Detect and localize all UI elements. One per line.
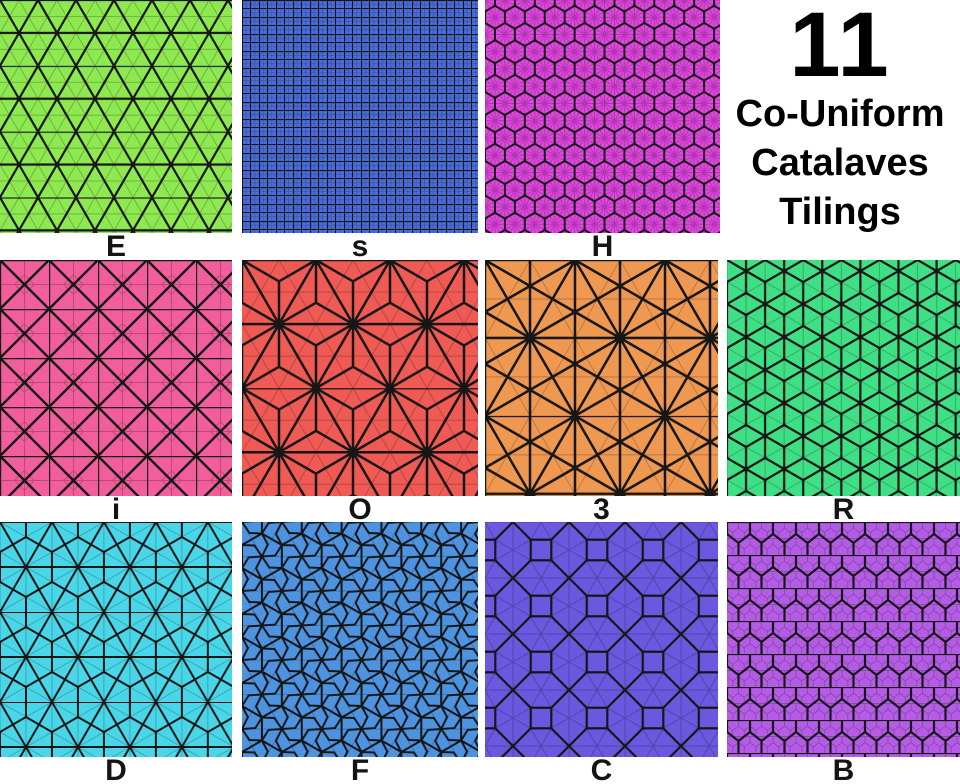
tile-tetrakis-square: i bbox=[0, 260, 232, 526]
triangular-tiling-pattern bbox=[0, 0, 232, 233]
tile-label: 3 bbox=[593, 493, 610, 526]
tile-prismatic-pentagonal: B bbox=[727, 522, 960, 784]
tile-label: E bbox=[105, 230, 126, 263]
tile-label: H bbox=[591, 230, 614, 263]
title-line-2: Catalaves bbox=[751, 142, 929, 184]
cairo-pentagonal-pattern bbox=[485, 522, 718, 757]
tile-label: C bbox=[590, 754, 613, 784]
tile-label: i bbox=[111, 493, 121, 526]
tile-label: F bbox=[350, 754, 370, 784]
hexagonal-tiling-pattern bbox=[485, 0, 720, 233]
prismatic-pentagonal-pattern bbox=[727, 522, 960, 757]
tile-label: O bbox=[348, 493, 372, 526]
square-tiling-pattern bbox=[242, 0, 478, 233]
tile-cairo-pentagonal: C bbox=[485, 522, 718, 784]
kisrhombille-pattern bbox=[485, 260, 718, 496]
triakis-triangular-pattern bbox=[242, 260, 478, 496]
title-block: 11 Co-Uniform Catalaves Tilings bbox=[720, 0, 960, 233]
tile-label: s bbox=[351, 230, 369, 263]
tile-floret-pentagonal: F bbox=[242, 522, 478, 784]
tile-label: R bbox=[832, 493, 855, 526]
tile-rhombille: R bbox=[727, 260, 960, 526]
tile-label: B bbox=[832, 754, 855, 784]
title-line-3: Tilings bbox=[779, 191, 901, 233]
floret-pentagonal-pattern bbox=[242, 522, 478, 757]
tile-hexagonal: H bbox=[485, 0, 720, 263]
rhombille-pattern bbox=[727, 260, 960, 496]
tile-triakis-triangular: O bbox=[242, 260, 478, 526]
tetrakis-square-pattern bbox=[0, 260, 232, 496]
tile-deltoidal-trihexagonal: D bbox=[0, 522, 232, 784]
tile-square: s bbox=[242, 0, 478, 263]
title-line-1: Co-Uniform bbox=[735, 93, 945, 135]
title-count: 11 bbox=[789, 0, 891, 96]
tile-label: D bbox=[105, 754, 127, 784]
deltoidal-trihexagonal-pattern bbox=[0, 522, 232, 757]
tile-kisrhombille: 3 bbox=[485, 260, 718, 526]
tile-triangular: E bbox=[0, 0, 232, 263]
